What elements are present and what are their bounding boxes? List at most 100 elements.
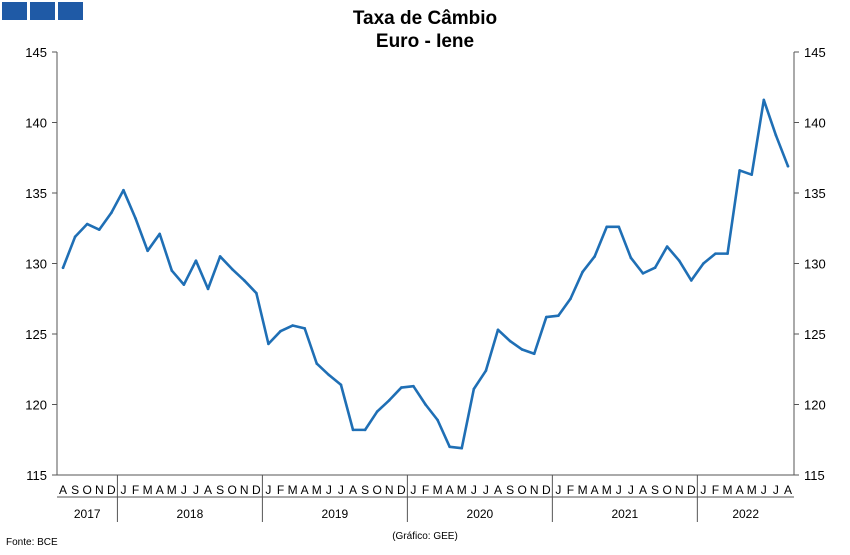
x-tick-label: J (410, 483, 416, 497)
x-tick-label: M (312, 483, 322, 497)
x-tick-label: S (216, 483, 224, 497)
data-point (520, 348, 524, 351)
x-tick-label: A (784, 483, 792, 497)
data-point (218, 255, 222, 258)
x-tick-label: A (59, 483, 67, 497)
data-point (484, 369, 488, 372)
x-tick-label: J (265, 483, 271, 497)
data-point (545, 315, 548, 319)
x-tick-label: J (326, 483, 332, 497)
data-point (110, 211, 113, 215)
data-point (750, 173, 754, 176)
x-tick-label: D (107, 483, 116, 497)
x-tick-label: A (446, 483, 454, 497)
x-tick-label: F (132, 483, 139, 497)
data-point (61, 266, 65, 270)
x-tick-label: F (567, 483, 574, 497)
y-tick-label-left: 125 (25, 327, 47, 342)
x-tick-label: M (143, 483, 153, 497)
data-point (460, 446, 464, 450)
logo-square (2, 2, 27, 20)
y-tick-label-left: 145 (25, 45, 47, 60)
x-tick-label: A (736, 483, 744, 497)
data-point (424, 403, 427, 406)
x-tick-label: D (542, 483, 551, 497)
data-point (786, 164, 790, 168)
data-point (677, 259, 681, 262)
data-point (641, 272, 645, 275)
y-tick-label-right: 115 (804, 468, 825, 483)
data-point (291, 324, 294, 327)
y-tick-label-left: 120 (25, 398, 47, 413)
x-tick-label: M (433, 483, 443, 497)
x-tick-label: M (167, 483, 177, 497)
x-tick-label: J (761, 483, 767, 497)
data-point (267, 342, 270, 346)
x-tick-label: M (723, 483, 733, 497)
data-point (714, 252, 717, 255)
y-tick-label-left: 115 (26, 468, 47, 483)
data-point (605, 225, 609, 229)
year-label: 2020 (467, 507, 494, 521)
data-point (85, 222, 89, 226)
x-tick-label: D (687, 483, 696, 497)
x-tick-label: O (83, 483, 92, 497)
x-tick-label: S (651, 483, 659, 497)
x-tick-label: A (494, 483, 502, 497)
y-tick-label-left: 140 (25, 116, 47, 131)
data-point (363, 428, 367, 432)
x-tick-label: A (204, 483, 212, 497)
y-tick-label-right: 135 (804, 186, 826, 201)
data-point (194, 259, 198, 262)
data-point (412, 384, 415, 388)
y-tick-label-right: 145 (804, 45, 826, 60)
x-tick-label: O (517, 483, 526, 497)
x-tick-label: J (471, 483, 477, 497)
logo-square (58, 2, 83, 20)
data-point (532, 352, 536, 356)
year-label: 2021 (612, 507, 639, 521)
x-tick-label: S (71, 483, 79, 497)
data-point (158, 232, 161, 236)
x-tick-label: J (700, 483, 706, 497)
x-tick-label: A (349, 483, 357, 497)
data-point (182, 283, 186, 286)
data-point (315, 362, 319, 365)
data-point (702, 262, 705, 265)
x-tick-label: J (181, 483, 187, 497)
data-point (170, 269, 174, 272)
year-label: 2022 (732, 507, 759, 521)
data-point (762, 98, 766, 102)
x-tick-label: N (530, 483, 539, 497)
data-point (496, 328, 500, 332)
data-point (339, 383, 343, 387)
source-note: Fonte: BCE (6, 537, 58, 548)
data-point (508, 339, 512, 343)
data-point (569, 297, 572, 301)
data-point (690, 279, 693, 282)
x-tick-label: O (373, 483, 382, 497)
y-tick-label-right: 120 (804, 398, 826, 413)
x-tick-label: A (301, 483, 309, 497)
data-point (279, 329, 282, 333)
data-point (73, 235, 77, 239)
x-tick-label: M (578, 483, 588, 497)
logo (2, 2, 83, 20)
data-point (122, 188, 125, 192)
x-tick-label: N (675, 483, 684, 497)
data-point (230, 267, 234, 271)
x-tick-label: J (483, 483, 489, 497)
x-tick-label: S (506, 483, 514, 497)
data-point (726, 252, 729, 255)
data-point (255, 291, 258, 295)
data-point (617, 225, 621, 229)
x-tick-label: M (602, 483, 612, 497)
data-point (653, 266, 657, 270)
data-point (351, 428, 355, 432)
x-tick-label: J (555, 483, 561, 497)
x-tick-label: D (397, 483, 406, 497)
x-tick-label: A (156, 483, 164, 497)
data-point (206, 287, 210, 291)
x-tick-label: A (639, 483, 647, 497)
